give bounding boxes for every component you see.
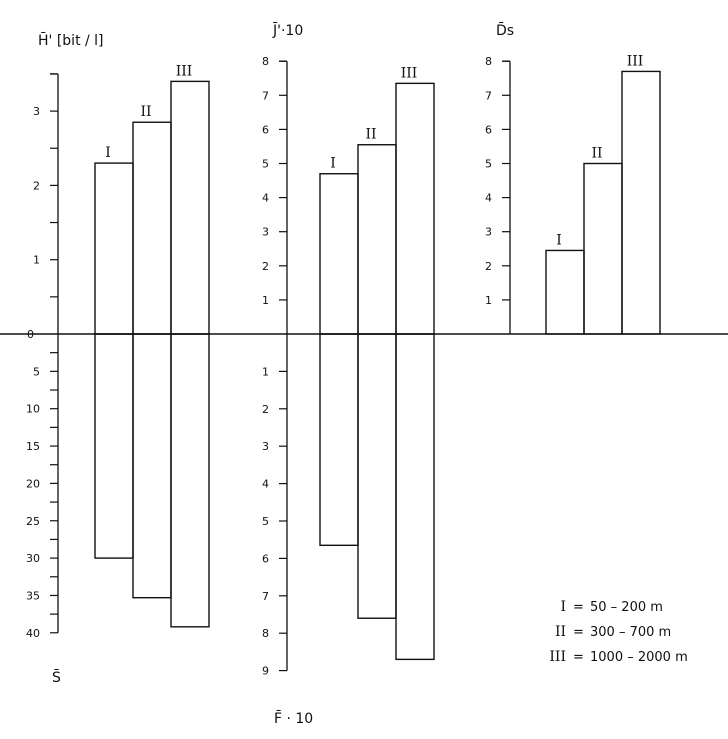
- upper-tick-label: 5: [262, 158, 269, 171]
- upper-tick-label: 7: [262, 89, 269, 102]
- bar-label-II: II: [365, 127, 376, 143]
- bar-label-II: II: [140, 104, 151, 120]
- lower-tick-label: 8: [262, 627, 269, 640]
- lower-tick-label: 40: [26, 627, 40, 640]
- legend-range-I: 50 – 200 m: [590, 600, 663, 615]
- lower-tick-label: 2: [262, 403, 269, 416]
- lower-bar-III: [395, 333, 435, 661]
- legend-eq: =: [573, 650, 584, 665]
- lower-tick-label: 4: [262, 478, 269, 491]
- upper-tick-label: 6: [485, 123, 492, 136]
- upper-tick-label: 5: [485, 158, 492, 171]
- upper-bar-I: [545, 249, 585, 335]
- legend-key-III: III: [549, 649, 566, 665]
- lower-tick-label: 35: [26, 589, 40, 602]
- upper-tick-label: 3: [262, 226, 269, 239]
- legend-range-III: 1000 – 2000 m: [590, 650, 688, 665]
- upper-axis-title: D̄s: [496, 21, 514, 39]
- lower-tick-label: 3: [262, 440, 269, 453]
- bar-label-II: II: [591, 146, 602, 162]
- upper-tick-label: 4: [485, 192, 492, 205]
- lower-tick-label: 10: [26, 403, 40, 416]
- upper-tick-label: 7: [485, 89, 492, 102]
- legend-key-II: II: [555, 624, 566, 640]
- lower-tick-label: 1: [262, 365, 269, 378]
- upper-bar-I: [94, 162, 134, 335]
- upper-bar-I: [319, 173, 359, 335]
- lower-tick-label: 6: [262, 552, 269, 565]
- lower-tick-label: 15: [26, 440, 40, 453]
- upper-bar-II: [583, 162, 623, 335]
- lower-tick-label: 5: [33, 365, 40, 378]
- upper-axis-title: H̄' [bit / l]: [38, 31, 104, 49]
- upper-tick-label: 3: [485, 226, 492, 239]
- upper-bar-II: [357, 144, 397, 335]
- lower-bar-III: [170, 333, 210, 628]
- legend-eq: =: [573, 625, 584, 640]
- upper-axis-title: J̄'·10: [272, 21, 303, 39]
- legend-key-I: I: [560, 599, 566, 615]
- upper-tick-label: 3: [33, 105, 40, 118]
- legend-eq: =: [573, 600, 584, 615]
- bar-label-I: I: [105, 145, 111, 161]
- bar-label-I: I: [556, 232, 562, 248]
- upper-bar-II: [132, 121, 172, 335]
- bar-label-III: III: [627, 53, 644, 69]
- upper-bar-III: [170, 80, 210, 335]
- lower-axis-title: F̄ · 10: [274, 709, 313, 727]
- upper-tick-label: 2: [262, 260, 269, 273]
- upper-bar-III: [395, 82, 435, 335]
- upper-tick-label: 6: [262, 123, 269, 136]
- upper-tick-label: 1: [262, 294, 269, 307]
- upper-tick-label: 8: [262, 55, 269, 68]
- upper-tick-label: 2: [33, 179, 40, 192]
- bar-label-I: I: [330, 156, 336, 172]
- lower-tick-label: 30: [26, 552, 40, 565]
- lower-bar-II: [132, 333, 172, 599]
- upper-tick-label: 4: [262, 192, 269, 205]
- lower-tick-label: 9: [262, 665, 269, 678]
- lower-tick-label: 25: [26, 515, 40, 528]
- upper-tick-label: 1: [485, 294, 492, 307]
- lower-tick-label: 5: [262, 515, 269, 528]
- lower-tick-label: 7: [262, 590, 269, 603]
- bar-label-III: III: [401, 65, 418, 81]
- upper-tick-label: 8: [485, 55, 492, 68]
- upper-tick-label: 2: [485, 260, 492, 273]
- lower-bar-I: [319, 333, 359, 547]
- upper-bar-III: [621, 70, 661, 335]
- tick-label-zero: 0: [27, 328, 34, 341]
- lower-bar-II: [357, 333, 397, 619]
- lower-bar-I: [94, 333, 134, 559]
- legend-range-II: 300 – 700 m: [590, 625, 671, 640]
- lower-axis-title: S̄: [52, 668, 61, 686]
- lower-tick-label: 20: [26, 477, 40, 490]
- upper-tick-label: 1: [33, 254, 40, 267]
- bar-label-III: III: [176, 63, 193, 79]
